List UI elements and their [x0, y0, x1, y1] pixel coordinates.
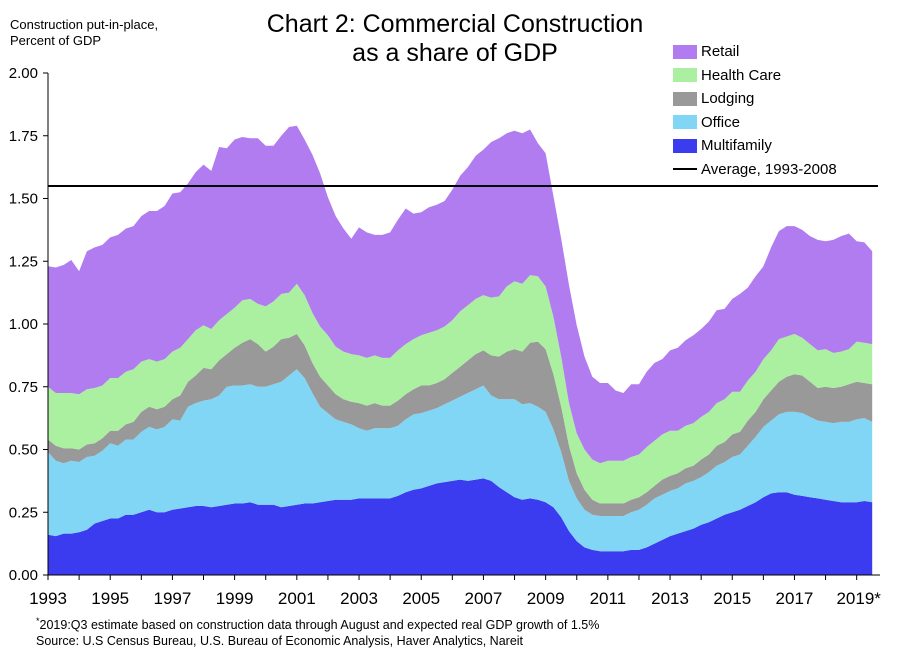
- area-multifamily: [48, 478, 873, 575]
- legend-swatch: [673, 44, 697, 59]
- y-tick-label: 1.50: [9, 191, 38, 208]
- x-tick-label: 1995: [91, 589, 129, 608]
- area-lodging: [48, 334, 873, 516]
- area-office: [48, 369, 873, 552]
- legend-label: Lodging: [701, 90, 755, 108]
- y-tick-label: 1.25: [9, 253, 38, 270]
- y-tick-label: 0.50: [9, 442, 38, 459]
- legend-label: Health Care: [701, 66, 782, 84]
- x-tick-label: 2015: [713, 589, 751, 608]
- legend-item-average-1993-2008: Average, 1993-2008: [673, 158, 837, 182]
- y-tick-label: 0.75: [9, 379, 38, 396]
- footnote-text: 2019:Q3 estimate based on construction d…: [39, 618, 600, 632]
- footnote-mark: *: [36, 615, 40, 626]
- legend-swatch: [673, 138, 697, 153]
- x-tick-label: 2013: [651, 589, 689, 608]
- x-tick-label: 2009: [527, 589, 565, 608]
- legend-label: Office: [701, 113, 740, 131]
- y-tick-label: 0.00: [9, 567, 38, 584]
- y-axis-label: Construction put-in-place, Percent of GD…: [10, 17, 158, 49]
- axes: 0.00 0.25 0.50 0.75 1.00 1.25 1.50 1.75 2.00 1993…: [9, 65, 881, 608]
- x-tick-label: 2007: [465, 589, 503, 608]
- stacked-areas: [48, 125, 873, 575]
- x-tick-label: 2003: [340, 589, 378, 608]
- area-retail: [48, 125, 873, 464]
- footnote-block: *2019:Q3 estimate based on construction …: [36, 615, 600, 649]
- y-tick-label: 2.00: [9, 65, 38, 82]
- legend-label: Multifamily: [701, 137, 772, 155]
- legend-item-retail: Retail: [673, 40, 837, 64]
- x-tick-label: 1999: [216, 589, 254, 608]
- chart-title-line2: as a share of GDP: [352, 39, 558, 67]
- legend-swatch: [673, 168, 697, 171]
- legend-swatch: [673, 68, 697, 83]
- x-tick-label: 2001: [278, 589, 316, 608]
- x-tick-label: 2005: [402, 589, 440, 608]
- x-tick-label: 1993: [29, 589, 67, 608]
- legend-swatch: [673, 115, 697, 130]
- chart-title: Chart 2: Commercial Construction as a sh…: [200, 10, 710, 68]
- y-tick-label: 0.25: [9, 504, 38, 521]
- area-health-care: [48, 275, 873, 504]
- legend-item-lodging: Lodging: [673, 87, 837, 111]
- x-tick-label: 1997: [153, 589, 191, 608]
- y-axis-label-line2: Percent of GDP: [10, 33, 102, 48]
- legend-label: Retail: [701, 43, 740, 61]
- x-tick-label: 2019*: [836, 589, 881, 608]
- chart-title-line1: Chart 2: Commercial Construction: [266, 10, 644, 38]
- legend-item-multifamily: Multifamily: [673, 134, 837, 158]
- footnote: *2019:Q3 estimate based on construction …: [36, 615, 600, 633]
- x-tick-label: 2017: [776, 589, 814, 608]
- y-axis-label-line1: Construction put-in-place,: [10, 17, 159, 32]
- legend-swatch: [673, 91, 697, 106]
- y-tick-label: 1.75: [9, 128, 38, 145]
- source-note: Source: U.S Census Bureau, U.S. Bureau o…: [36, 634, 524, 648]
- legend: Retail Health Care Lodging Office Multifamil…: [673, 40, 837, 181]
- legend-item-health-care: Health Care: [673, 64, 837, 88]
- y-tick-label: 1.00: [9, 316, 38, 333]
- legend-label: Average, 1993-2008: [701, 160, 837, 178]
- x-tick-label: 2011: [590, 589, 627, 608]
- legend-item-office: Office: [673, 111, 837, 135]
